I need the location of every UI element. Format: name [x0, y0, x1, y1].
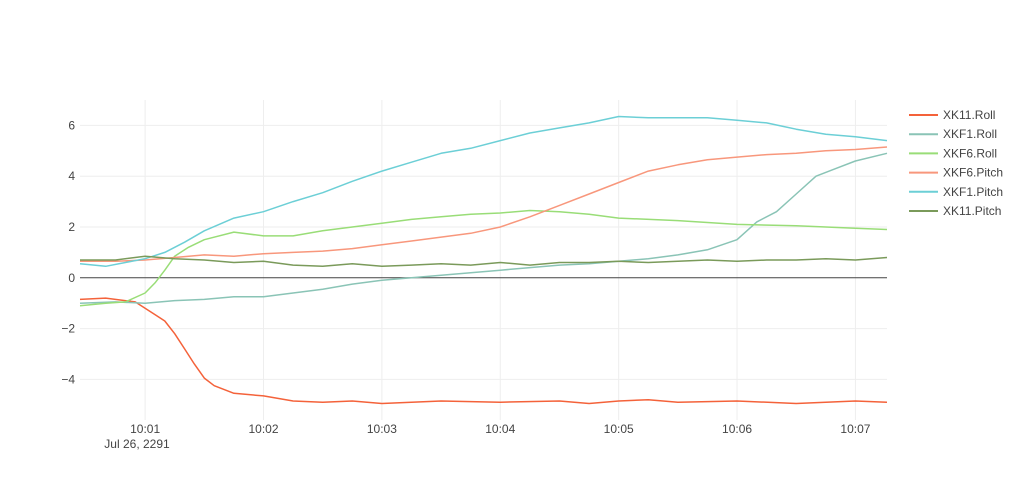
x-tick-label: 10:03: [367, 422, 397, 436]
x-date-label: Jul 26, 2291: [104, 437, 170, 451]
legend-label: XK11.Roll: [943, 108, 995, 122]
legend-label: XK11.Pitch: [943, 204, 1001, 218]
y-tick-label: 4: [68, 169, 75, 183]
legend-label: XKF6.Roll: [943, 146, 997, 160]
x-tick-label: 10:06: [722, 422, 752, 436]
legend-label: XKF6.Pitch: [943, 166, 1003, 180]
y-tick-label: 6: [68, 118, 75, 132]
legend-item-xkf6-roll[interactable]: XKF6.Roll: [909, 146, 997, 160]
x-tick-label: 10:02: [248, 422, 278, 436]
legend-label: XKF1.Pitch: [943, 185, 1003, 199]
series-line-xkf6-pitch: [80, 146, 888, 263]
series-lines: [79, 115, 888, 405]
x-tick-label: 10:01: [130, 422, 160, 436]
y-axis-ticks: 6 4 2 0 −2 −4: [61, 118, 75, 386]
series-line-xk11-roll: [79, 297, 888, 405]
series-line-xkf6-roll: [79, 209, 888, 307]
y-tick-label: −2: [61, 322, 75, 336]
x-tick-label: 10:04: [485, 422, 515, 436]
legend[interactable]: XK11.Roll XKF1.Roll XKF6.Roll XKF6.Pitch XKF…: [909, 108, 1003, 218]
x-tick-label: 10:05: [604, 422, 634, 436]
y-tick-label: 2: [68, 220, 75, 234]
series-line-xkf1-pitch: [79, 115, 888, 268]
legend-item-xkf6-pitch[interactable]: XKF6.Pitch: [909, 166, 1003, 180]
y-tick-label: 0: [68, 271, 75, 285]
x-tick-label: 10:07: [840, 422, 870, 436]
legend-label: XKF1.Roll: [943, 127, 997, 141]
series-line-xk11-pitch: [80, 255, 888, 268]
legend-item-xkf1-pitch[interactable]: XKF1.Pitch: [909, 185, 1003, 199]
legend-item-xk11-pitch[interactable]: XK11.Pitch: [909, 204, 1001, 218]
legend-item-xk11-roll[interactable]: XK11.Roll: [909, 108, 995, 122]
y-tick-label: −4: [61, 372, 75, 386]
legend-item-xkf1-roll[interactable]: XKF1.Roll: [909, 127, 997, 141]
series-line-xkf1-roll: [79, 152, 888, 304]
x-axis-ticks: 10:01 10:02 10:03 10:04 10:05 10:06 10:07: [130, 422, 871, 436]
